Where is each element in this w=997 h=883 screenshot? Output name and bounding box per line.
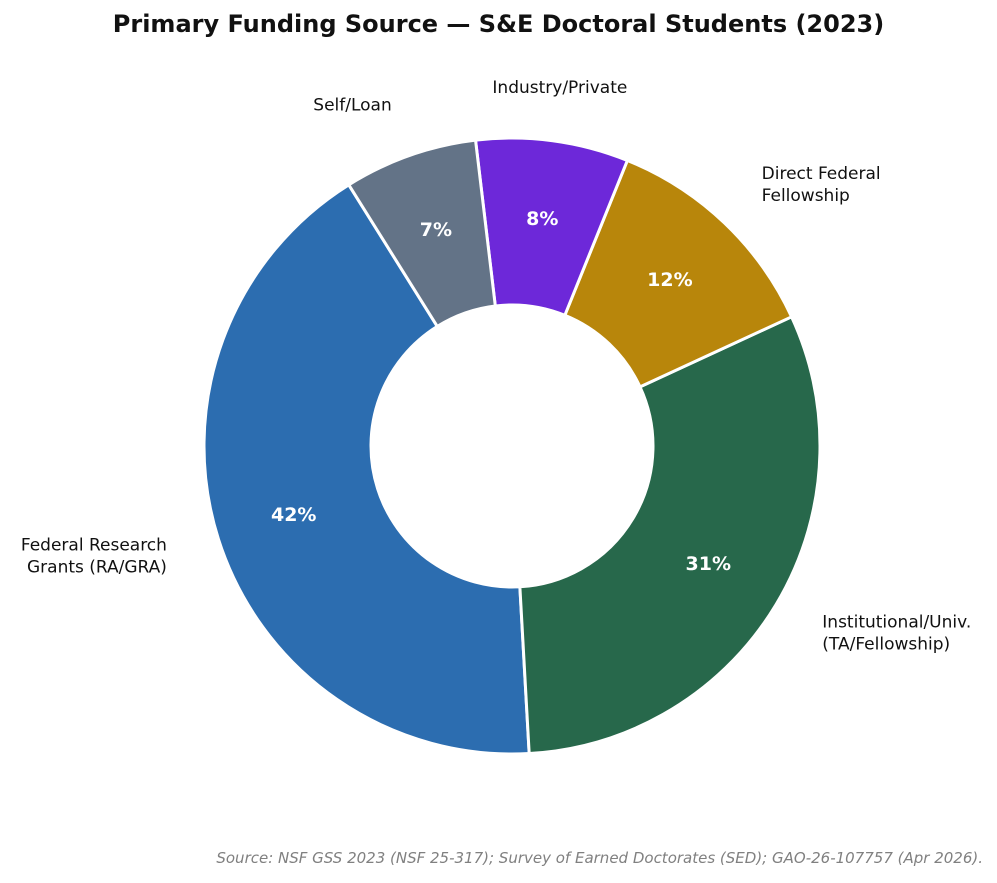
category-label-direct-federal: Direct Federal Fellowship: [762, 164, 881, 206]
source-note: Source: NSF GSS 2023 (NSF 25-317); Surve…: [216, 849, 983, 867]
slice-self-loan: [346, 138, 497, 329]
chart-title: Primary Funding Source — S&E Doctoral St…: [112, 10, 885, 38]
category-label-institutional-univ: Institutional/Univ. (TA/Fellowship): [822, 612, 971, 654]
slices-group: [202, 136, 822, 756]
pct-label-federal-research: 42%: [271, 504, 316, 526]
slice-direct-federal: [562, 158, 794, 389]
pct-label-self-loan: 7%: [420, 219, 452, 241]
pct-label-institutional-univ: 31%: [686, 553, 731, 575]
category-label-self-loan: Self/Loan: [313, 96, 391, 116]
slice-federal-research: [202, 182, 531, 756]
category-label-federal-research: Federal Research Grants (RA/GRA): [21, 535, 167, 577]
slice-institutional-univ: [518, 314, 822, 756]
pct-label-direct-federal: 12%: [647, 269, 692, 291]
category-label-industry-private: Industry/Private: [492, 78, 627, 98]
labels-group: 42% Federal Research Grants (RA/GRA) 31% Ins…: [21, 78, 971, 654]
pct-label-industry-private: 8%: [526, 208, 558, 230]
